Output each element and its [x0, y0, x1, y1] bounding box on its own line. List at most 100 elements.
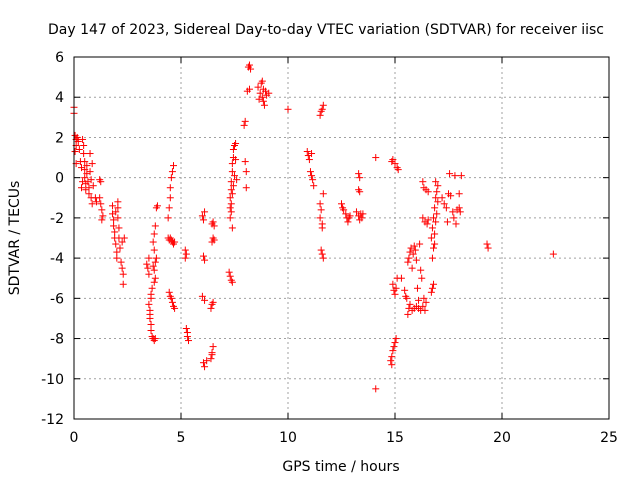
data-point [233, 176, 241, 184]
data-point [412, 256, 420, 264]
data-point [226, 194, 234, 202]
data-point [166, 194, 174, 202]
data-point [457, 172, 465, 180]
data-point [146, 310, 154, 318]
data-point [86, 168, 94, 176]
data-point [181, 246, 189, 254]
data-point [404, 310, 412, 318]
y-tick-label: -12 [41, 412, 64, 428]
data-point [150, 266, 158, 274]
data-point [73, 133, 81, 141]
y-tick-label: 2 [55, 130, 64, 146]
data-point [113, 248, 121, 256]
data-point [114, 198, 122, 206]
data-point [85, 190, 93, 198]
data-point [88, 160, 96, 168]
data-point [165, 204, 173, 212]
data-point [81, 174, 89, 182]
x-axis-label: GPS time / hours [282, 459, 399, 475]
data-point [397, 274, 405, 282]
data-point [452, 220, 460, 228]
data-point [446, 170, 454, 178]
data-point [305, 156, 313, 164]
data-point [434, 182, 442, 190]
data-point [182, 250, 190, 258]
data-point [226, 204, 234, 212]
data-point [201, 256, 209, 264]
data-point [356, 174, 364, 182]
y-tick-label: -8 [50, 332, 64, 348]
data-point [318, 250, 326, 258]
data-point [413, 284, 421, 292]
data-point [247, 65, 255, 73]
data-point [147, 294, 155, 302]
data-point [120, 234, 128, 242]
data-point [405, 254, 413, 262]
data-point [227, 186, 235, 194]
data-point [433, 188, 441, 196]
data-point [317, 246, 325, 254]
data-point [116, 244, 124, 252]
data-point [89, 182, 97, 190]
data-point [316, 200, 324, 208]
data-point [171, 238, 179, 246]
data-point [201, 363, 209, 371]
tick-label-layer: 0 5 10 15 20 25 -12 -10 -8 -6 -4 -2 0 2 4 6 [41, 50, 618, 446]
data-point [164, 214, 172, 222]
data-point [391, 290, 399, 298]
data-point [417, 266, 425, 274]
data-point [99, 212, 107, 220]
plot-frame [73, 56, 610, 420]
data-point [183, 333, 191, 341]
data-point [209, 343, 217, 351]
data-point [255, 95, 263, 103]
data-point [389, 347, 397, 355]
data-point [98, 206, 106, 214]
data-point [207, 355, 215, 363]
data-point [387, 357, 395, 365]
data-point [419, 214, 427, 222]
data-point [318, 105, 326, 113]
data-point [150, 230, 158, 238]
data-point [147, 327, 155, 335]
data-point [303, 148, 311, 156]
data-point [319, 254, 327, 262]
data-point [259, 85, 267, 93]
data-point [389, 156, 397, 164]
data-point [240, 121, 248, 129]
data-point [317, 206, 325, 214]
data-point [147, 320, 155, 328]
data-point [310, 182, 318, 190]
data-point [165, 288, 173, 296]
data-point [228, 278, 236, 286]
data-point [167, 294, 175, 302]
data-point [316, 111, 324, 119]
data-point [117, 258, 125, 266]
data-point [427, 288, 435, 296]
data-point [260, 101, 268, 109]
data-point [419, 178, 427, 186]
data-point [344, 218, 352, 226]
data-point [168, 168, 176, 176]
data-point [340, 206, 348, 214]
data-point [455, 190, 463, 198]
data-point [245, 61, 253, 69]
data-point [114, 204, 122, 212]
data-point [428, 284, 436, 292]
data-point [416, 240, 424, 248]
data-point [80, 141, 88, 149]
grid-layer [74, 57, 609, 419]
data-point [430, 244, 438, 252]
data-point [408, 264, 416, 272]
data-point [198, 292, 206, 300]
data-point [432, 178, 440, 186]
data-point [450, 214, 458, 222]
data-point [152, 254, 160, 262]
data-point [394, 166, 402, 174]
data-point [440, 200, 448, 208]
data-point [438, 194, 446, 202]
data-point [484, 244, 492, 252]
data-point [392, 284, 400, 292]
data-point [118, 264, 126, 272]
data-point [199, 252, 207, 260]
